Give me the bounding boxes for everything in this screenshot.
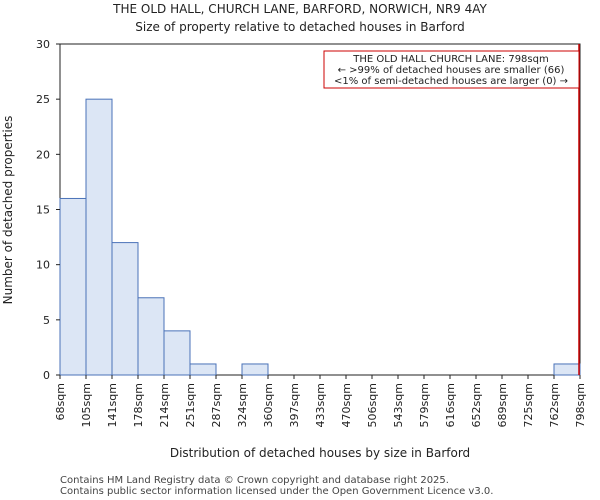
bar-762sqm [553,363,581,376]
chart-subtitle: Size of property relative to detached ho… [135,20,464,34]
annotation-box [323,50,580,89]
x-tick-label: 725sqm [522,383,535,427]
bar-68sqm [59,197,87,376]
y-tick-label: 10 [36,259,50,272]
footer-line-2: Contains public sector information licen… [60,486,493,497]
y-tick-label: 5 [43,314,50,327]
annotation-line-3: <1% of semi-detached houses are larger (… [334,76,568,87]
y-tick-label: 0 [43,369,50,382]
bar-141sqm [111,242,139,376]
x-tick-label: 616sqm [444,383,457,427]
y-tick-label: 15 [36,204,50,217]
x-axis-label: Distribution of detached houses by size … [170,446,470,460]
x-tick-label: 360sqm [262,383,275,427]
x-tick-label: 579sqm [418,383,431,427]
bar-214sqm [163,330,191,376]
y-tick-label: 30 [36,38,50,51]
x-tick-label: 324sqm [236,383,249,427]
x-tick-label: 251sqm [184,383,197,427]
bars-group [59,98,581,376]
x-tick-label: 178sqm [132,383,145,427]
x-ticks: 68sqm 105sqm 141sqm 178sqm 214sqm 251sqm 287sq… [54,375,587,427]
annotation-line-1: THE OLD HALL CHURCH LANE: 798sqm [352,54,548,65]
x-tick-label: 214sqm [158,383,171,427]
x-tick-label: 543sqm [392,383,405,427]
annotation-line-2: ← >99% of detached houses are smaller (6… [338,65,565,76]
y-axis-label: Number of detached properties [1,116,15,305]
y-tick-label: 25 [36,93,50,106]
x-tick-label: 68sqm [54,383,67,420]
bar-251sqm [189,363,217,376]
x-tick-label: 652sqm [470,383,483,427]
footer-line-1: Contains HM Land Registry data © Crown c… [60,475,449,486]
x-tick-label: 287sqm [210,383,223,427]
x-tick-label: 762sqm [548,383,561,427]
y-tick-label: 20 [36,148,50,161]
x-tick-label: 689sqm [496,383,509,427]
x-tick-label: 105sqm [80,383,93,427]
y-ticks: 0 5 10 15 20 25 30 [36,38,60,382]
bar-324sqm [241,363,269,376]
x-tick-label: 506sqm [366,383,379,427]
x-tick-label: 470sqm [340,383,353,427]
x-tick-label: 397sqm [288,383,301,427]
bar-178sqm [137,297,165,376]
x-tick-label: 798sqm [574,383,587,427]
x-tick-label: 433sqm [314,383,327,427]
bar-105sqm [85,98,113,376]
x-tick-label: 141sqm [106,383,119,427]
chart-title: THE OLD HALL, CHURCH LANE, BARFORD, NORW… [112,2,487,16]
